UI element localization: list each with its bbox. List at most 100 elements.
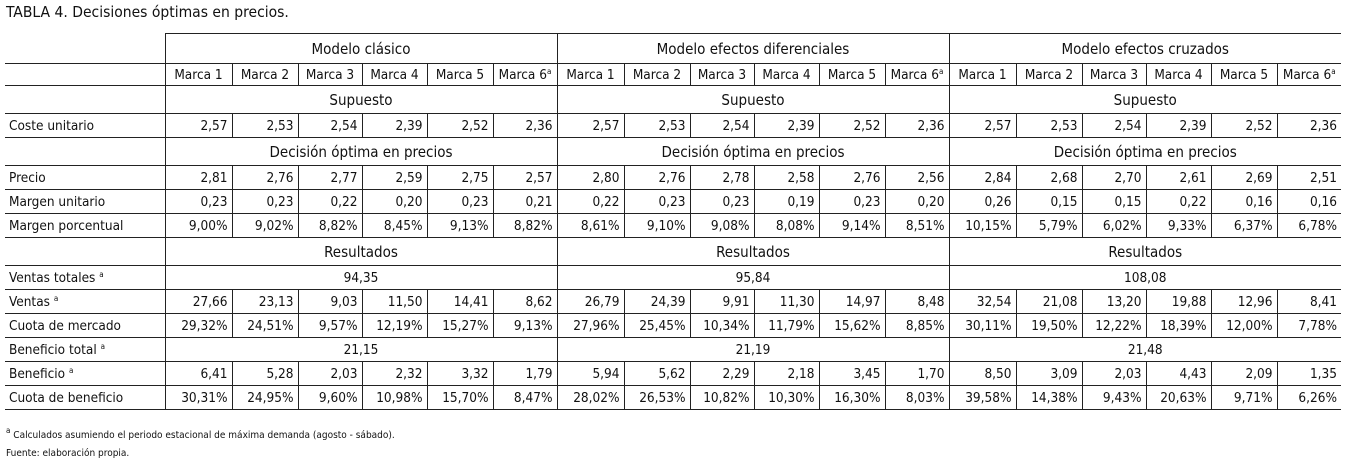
brand-header: Marca 5 [426, 63, 494, 86]
value-cell: 2,77 [297, 165, 363, 190]
row-label: Precio [5, 165, 166, 190]
value-cell: 5,94 [556, 361, 625, 386]
value-cell: 2,78 [689, 165, 755, 190]
value-cell: 27,66 [164, 289, 233, 314]
value-cell: 2,70 [1081, 165, 1147, 190]
row-label-text: Ventas [9, 293, 50, 310]
value-cell: 29,32% [164, 313, 233, 338]
value-cell: 14,41 [426, 289, 494, 314]
brand-header: Marca 5 [818, 63, 886, 86]
value-cell: 10,30% [753, 385, 820, 410]
value-cell: 2,36 [884, 113, 950, 138]
value-cell: 2,54 [297, 113, 363, 138]
value-cell: 6,26% [1276, 385, 1341, 410]
value-cell: 0,23 [623, 189, 691, 214]
value-cell: 2,57 [556, 113, 625, 138]
value-cell: 12,96 [1210, 289, 1278, 314]
value-cell: 3,32 [426, 361, 494, 386]
data-row: Precio 2,81 2,76 2,77 2,59 2,75 2,57 2,80 2,76 2,… [5, 165, 1341, 190]
row-label: Ventas a [5, 289, 166, 314]
value-cell: 2,76 [818, 165, 886, 190]
value-cell: 18,39% [1145, 313, 1212, 338]
brand-label: Marca 6 [498, 66, 547, 83]
value-cell: 6,02% [1081, 213, 1147, 238]
brand-header: Marca 1 [948, 63, 1017, 86]
value-cell: 0,16 [1210, 189, 1278, 214]
value-cell: 24,39 [623, 289, 691, 314]
value-cell: 2,54 [689, 113, 755, 138]
value-cell: 0,21 [492, 189, 558, 214]
value-cell: 9,43% [1081, 385, 1147, 410]
value-cell: 0,23 [426, 189, 494, 214]
value-cell: 8,62 [492, 289, 558, 314]
value-cell: 20,63% [1145, 385, 1212, 410]
value-cell: 5,28 [231, 361, 299, 386]
value-cell: 0,23 [689, 189, 755, 214]
value-cell: 8,47% [492, 385, 558, 410]
value-cell: 2,58 [753, 165, 820, 190]
row-label-text: Cuota de mercado [9, 317, 121, 334]
value-cell: 0,22 [297, 189, 363, 214]
value-cell: 2,61 [1145, 165, 1212, 190]
footnote-marker: a [100, 341, 106, 351]
value-cell: 30,11% [948, 313, 1017, 338]
total-row: Beneficio total a 21,15 21,19 21,48 [5, 337, 1341, 362]
row-label: Cuota de beneficio [5, 385, 166, 410]
brand-label: Marca 3 [697, 66, 747, 83]
total-value: 95,84 [556, 265, 950, 290]
value-cell: 2,09 [1210, 361, 1278, 386]
value-cell: 2,36 [1276, 113, 1341, 138]
data-row: Beneficio a 6,41 5,28 2,03 2,32 3,32 1,79 5,94 5… [5, 361, 1341, 386]
row-label-text: Cuota de beneficio [9, 389, 124, 406]
value-cell: 27,96% [556, 313, 625, 338]
brand-label: Marca 2 [240, 66, 290, 83]
value-cell: 9,71% [1210, 385, 1278, 410]
value-cell: 2,59 [361, 165, 428, 190]
brand-header: Marca 2 [1015, 63, 1083, 86]
value-cell: 2,39 [1145, 113, 1212, 138]
value-cell: 10,98% [361, 385, 428, 410]
value-cell: 1,35 [1276, 361, 1341, 386]
data-row: Margen porcentual 9,00% 9,02% 8,82% 8,45% 9,1… [5, 213, 1341, 238]
row-label: Beneficio total a [5, 337, 166, 362]
row-label: Margen porcentual [5, 213, 166, 238]
value-cell: 8,82% [492, 213, 558, 238]
footnote-marker: a [53, 293, 59, 303]
value-cell: 9,57% [297, 313, 363, 338]
total-value: 108,08 [948, 265, 1341, 290]
value-cell: 24,95% [231, 385, 299, 410]
model-header: Modelo efectos diferenciales [556, 33, 950, 64]
brand-label: Marca 6 [1282, 66, 1332, 83]
section-row: Resultados Resultados Resultados [5, 237, 1341, 266]
value-cell: 8,08% [753, 213, 820, 238]
value-cell: 10,15% [948, 213, 1017, 238]
value-cell: 5,79% [1015, 213, 1083, 238]
brand-header: Marca 3 [1081, 63, 1147, 86]
corner-blank [5, 33, 166, 64]
row-label-text: Beneficio [9, 365, 66, 382]
brand-header: Marca 4 [753, 63, 820, 86]
value-cell: 24,51% [231, 313, 299, 338]
value-cell: 1,70 [884, 361, 950, 386]
value-cell: 15,27% [426, 313, 494, 338]
value-cell: 2,56 [884, 165, 950, 190]
row-label-blank [5, 137, 166, 166]
section-header: Decisión óptima en precios [164, 137, 558, 166]
value-cell: 26,79 [556, 289, 625, 314]
row-label-text: Ventas totales [9, 269, 96, 286]
value-cell: 2,18 [753, 361, 820, 386]
total-value: 21,48 [948, 337, 1341, 362]
value-cell: 0,22 [1145, 189, 1212, 214]
footnote-marker: a [938, 66, 944, 76]
brand-label: Marca 3 [305, 66, 355, 83]
value-cell: 12,22% [1081, 313, 1147, 338]
value-cell: 8,61% [556, 213, 625, 238]
row-label-text: Margen unitario [9, 193, 106, 210]
value-cell: 2,84 [948, 165, 1017, 190]
value-cell: 6,78% [1276, 213, 1341, 238]
value-cell: 14,38% [1015, 385, 1083, 410]
brand-label: Marca 1 [174, 66, 223, 83]
row-label: Margen unitario [5, 189, 166, 214]
value-cell: 8,03% [884, 385, 950, 410]
value-cell: 2,53 [623, 113, 691, 138]
